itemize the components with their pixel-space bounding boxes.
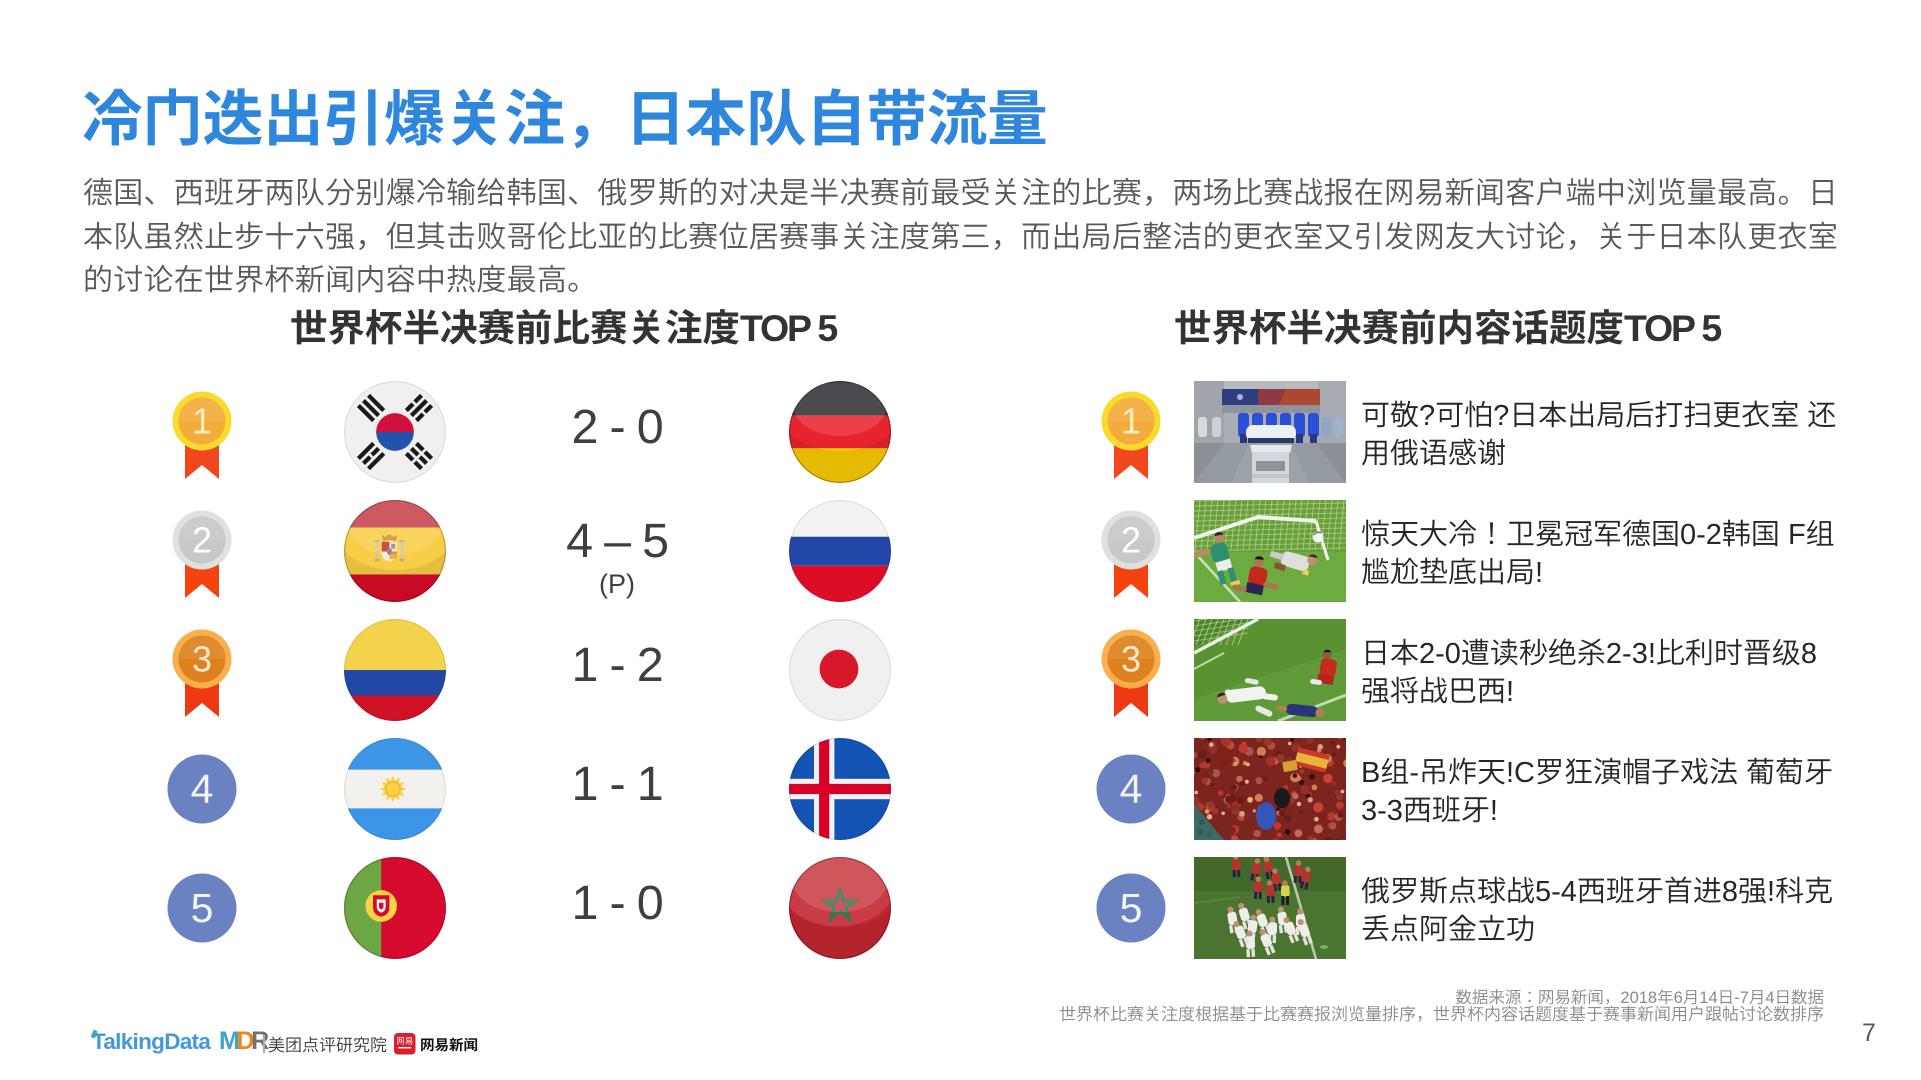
svg-text:5: 5 <box>1120 885 1143 931</box>
svg-text:1: 1 <box>1121 401 1141 442</box>
svg-text:4: 4 <box>191 766 214 812</box>
svg-text:2: 2 <box>1121 520 1141 561</box>
svg-text:1: 1 <box>192 401 212 442</box>
svg-text:4: 4 <box>1120 766 1143 812</box>
svg-text:5: 5 <box>191 885 214 931</box>
svg-text:3: 3 <box>1121 639 1141 680</box>
svg-text:2: 2 <box>192 520 212 561</box>
svg-text:网易: 网易 <box>396 1035 413 1047</box>
svg-text:3: 3 <box>192 639 212 680</box>
